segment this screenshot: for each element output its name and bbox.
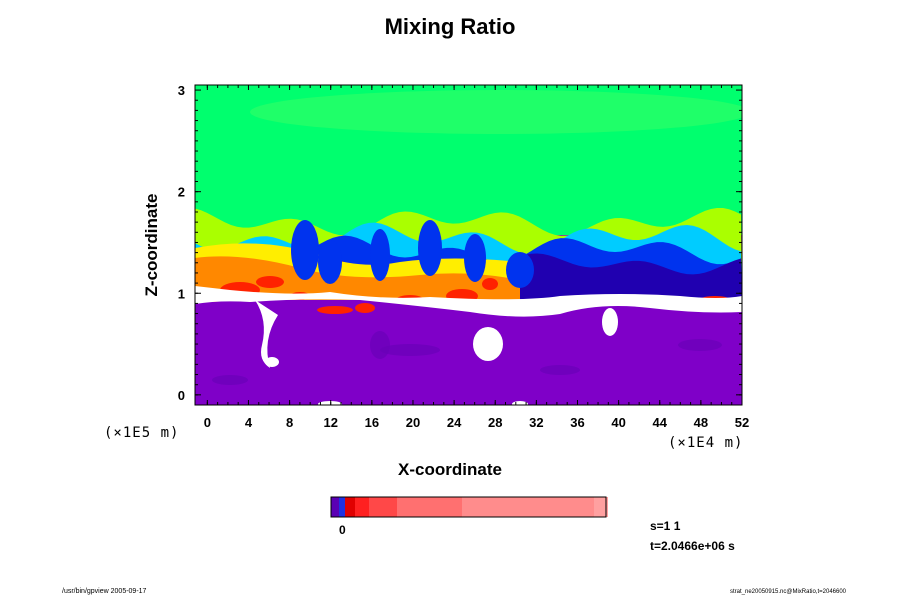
y-tick-label: 0	[178, 388, 185, 403]
void-plume	[255, 300, 278, 368]
x-tick-label: 40	[611, 415, 625, 430]
red-blob	[256, 276, 284, 288]
y-axis-ticks: 0 1 2 3	[178, 83, 742, 403]
purple-swirl	[380, 344, 440, 356]
x-tick-label: 8	[286, 415, 293, 430]
colorbar-segment	[355, 497, 369, 517]
x-tick-label: 20	[406, 415, 420, 430]
plot-frame	[194, 84, 743, 406]
y-tick-label: 1	[178, 286, 185, 301]
x-tick-label: 16	[365, 415, 379, 430]
x-scale-label: (×1E4 m)	[668, 435, 744, 451]
void-blob	[473, 327, 503, 361]
footer-source: strat_ne20050915.nc@MixRatio,t=2046600	[730, 589, 847, 595]
colorbar-frame	[330, 496, 607, 518]
convective-finger	[418, 220, 442, 276]
field-upper-light	[250, 90, 742, 134]
red-blob	[482, 278, 498, 290]
red-blob	[317, 306, 353, 314]
x-axis-label: X-coordinate	[398, 460, 502, 479]
x-tick-label: 48	[694, 415, 708, 430]
x-tick-label: 28	[488, 415, 502, 430]
purple-swirl	[370, 331, 390, 359]
x-tick-label: 44	[653, 415, 668, 430]
colorbar	[330, 496, 608, 518]
convective-finger	[370, 229, 390, 281]
colorbar-segment	[331, 497, 339, 517]
colorbar-segment	[369, 497, 397, 517]
band-orange	[195, 256, 520, 300]
colorbar-segment	[397, 497, 462, 517]
void-blob	[602, 308, 618, 336]
convective-finger	[464, 234, 486, 282]
colorbar-segment	[345, 497, 355, 517]
colorbar-segment	[594, 497, 608, 517]
s-value-label: s=1 1	[650, 519, 681, 533]
red-blob	[355, 303, 375, 313]
t-value-label: t=2.0466e+06 s	[650, 539, 735, 553]
y-tick-label: 3	[178, 83, 185, 98]
purple-swirl	[540, 365, 580, 375]
y-tick-label: 2	[178, 185, 185, 200]
footer-command: /usr/bin/gpview 2005-09-17	[62, 588, 147, 595]
chart-title: Mixing Ratio	[384, 14, 516, 39]
colorbar-segment	[462, 497, 594, 517]
purple-swirl	[678, 339, 722, 351]
x-tick-label: 4	[245, 415, 253, 430]
x-tick-label: 12	[323, 415, 337, 430]
y-axis-label: Z-coordinate	[142, 193, 161, 297]
x-tick-label: 52	[735, 415, 749, 430]
x-tick-label: 0	[204, 415, 211, 430]
z-scale-label: (×1E5 m)	[104, 425, 180, 441]
colorbar-zero-label: 0	[339, 523, 346, 537]
x-tick-label: 24	[447, 415, 462, 430]
x-tick-label: 36	[570, 415, 584, 430]
void-blob	[318, 401, 342, 405]
void-blob	[265, 357, 279, 367]
purple-swirl	[212, 375, 248, 385]
convective-finger	[506, 252, 534, 288]
convective-finger	[291, 220, 319, 280]
x-tick-label: 32	[529, 415, 543, 430]
convective-finger	[318, 240, 342, 284]
x-axis-ticks: 0 4 8 12 16 20 24 28 32 36 40 44 48 52	[204, 85, 749, 430]
colorbar-segment	[339, 497, 345, 517]
heatmap-field	[195, 85, 742, 405]
void-strip	[195, 286, 742, 317]
